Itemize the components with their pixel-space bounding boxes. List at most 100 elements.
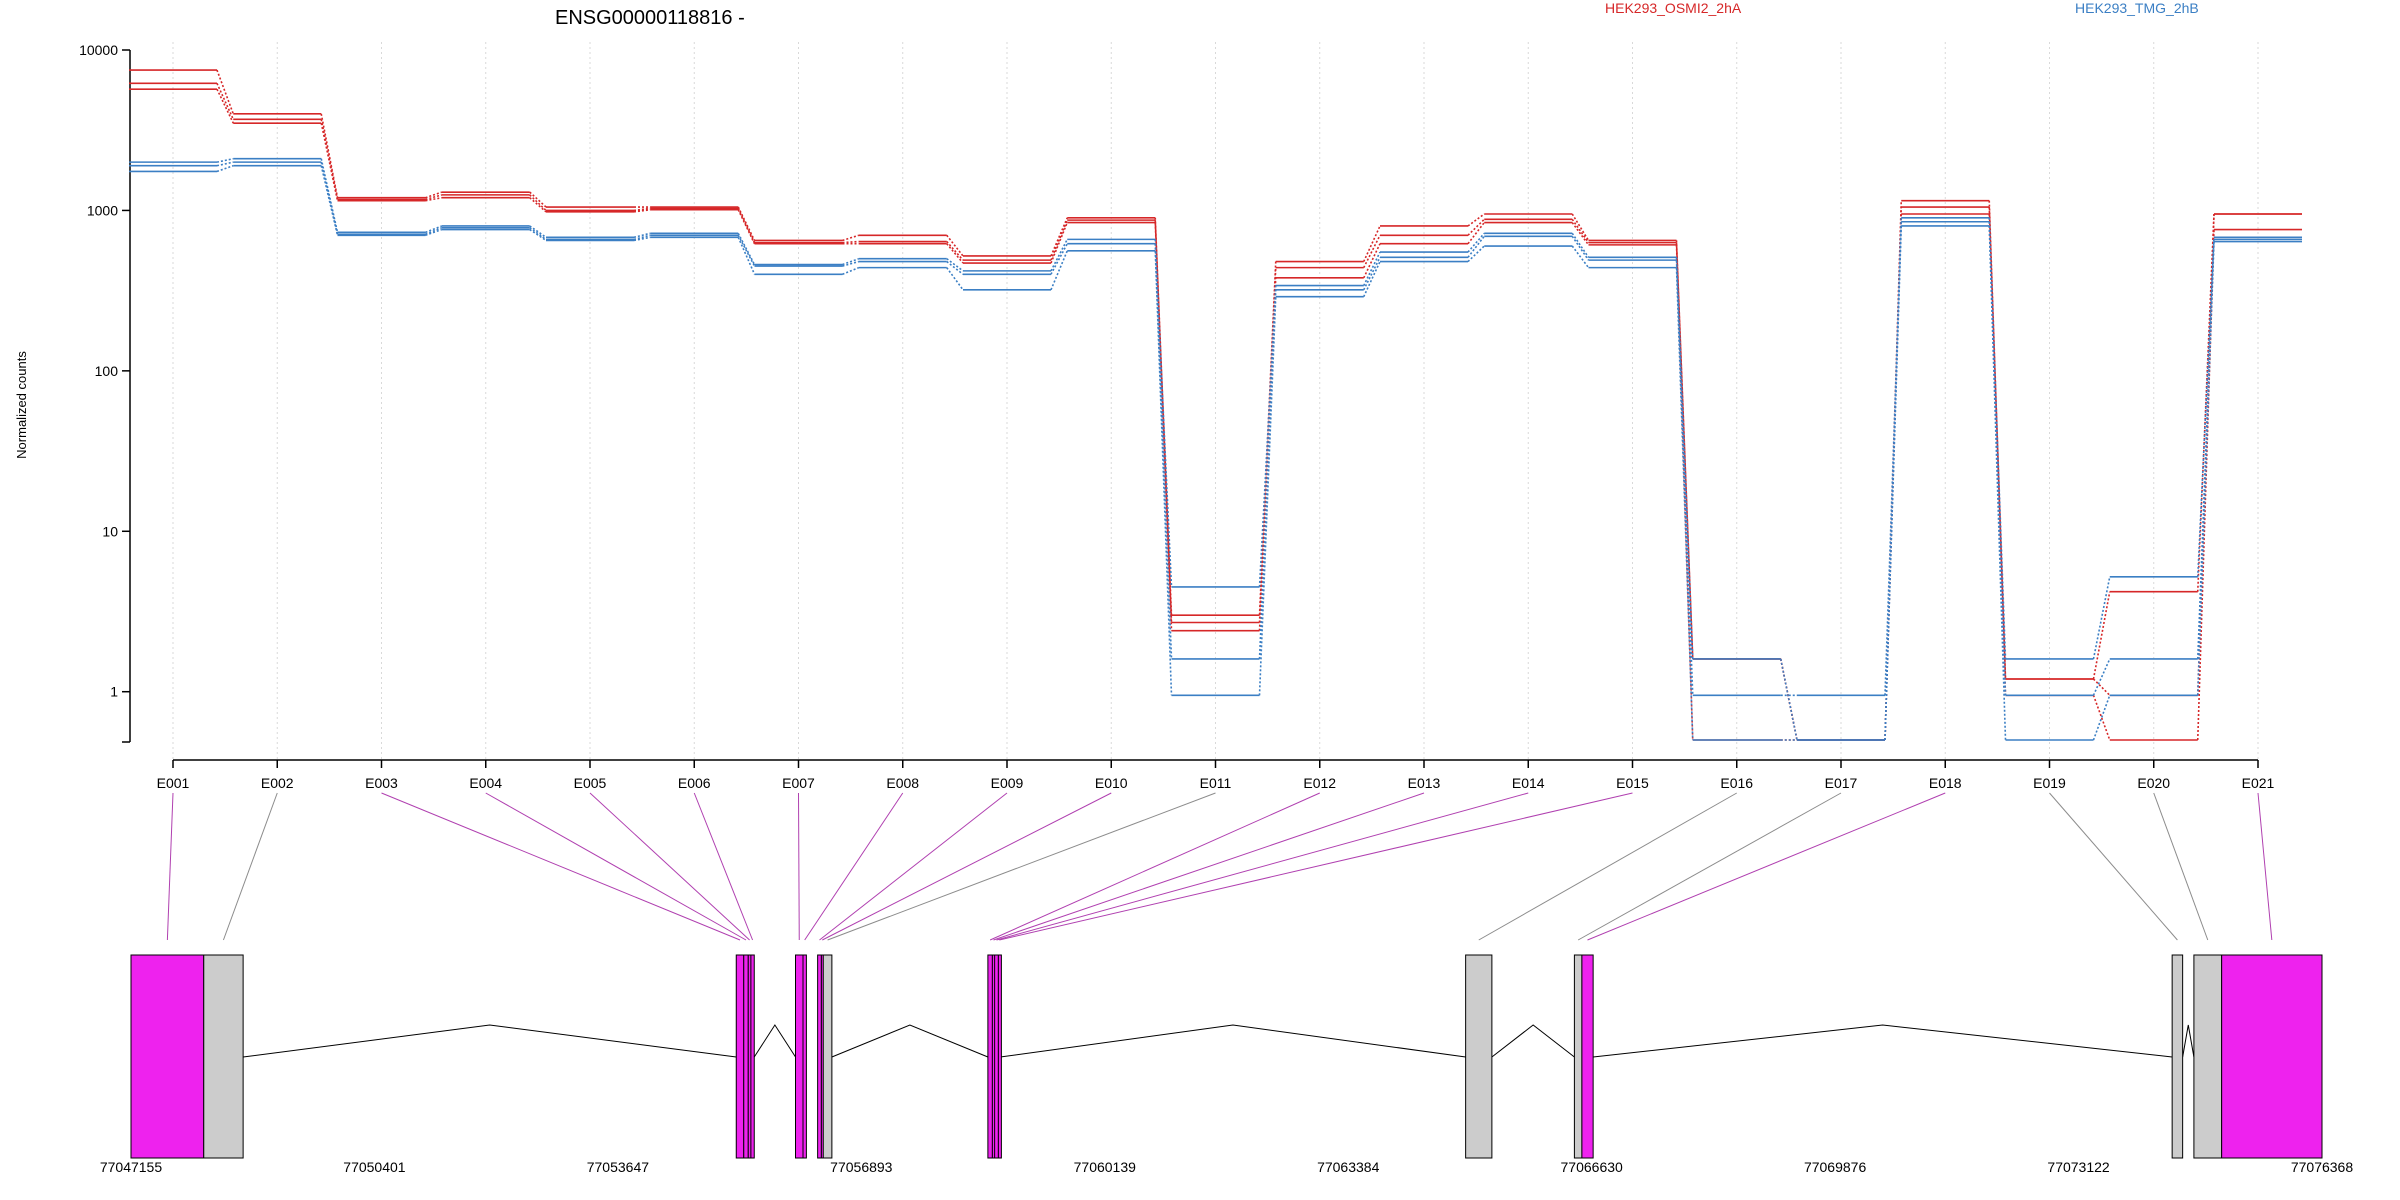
x-tick-label-e010: E010 xyxy=(1095,775,1128,791)
transition-segment xyxy=(1884,225,1903,741)
x-tick-label-e013: E013 xyxy=(1408,775,1441,791)
transition-segment xyxy=(633,207,651,212)
transition-segment xyxy=(529,194,547,212)
series-hek293_osmi2_2ha-0 xyxy=(129,69,2302,741)
x-tick-label-e015: E015 xyxy=(1616,775,1649,791)
connector-e012 xyxy=(989,792,1320,941)
connector-e002 xyxy=(222,792,278,941)
transition-segment xyxy=(216,88,234,124)
transition-segment xyxy=(1050,239,1068,272)
transition-segment xyxy=(946,234,964,257)
transition-segment xyxy=(1154,239,1173,587)
exon-e007 xyxy=(795,954,804,1159)
connector-e018 xyxy=(1587,792,1946,941)
transition-segment xyxy=(425,191,443,199)
transition-segment xyxy=(1675,244,1694,741)
transition-segment xyxy=(425,228,443,237)
coordinate-label: 77053647 xyxy=(587,1159,650,1175)
transition-segment xyxy=(529,227,547,241)
y-tick-label: 1 xyxy=(110,684,118,700)
exon-e015 xyxy=(997,954,1002,1159)
exon-e017 xyxy=(1573,954,1583,1159)
connector-e015 xyxy=(999,792,1633,941)
transition-segment xyxy=(1467,235,1485,258)
x-tick-label-e008: E008 xyxy=(886,775,919,791)
transition-segment xyxy=(529,191,547,208)
exon-e018 xyxy=(1581,954,1594,1159)
transition-segment xyxy=(1571,245,1590,269)
transition-segment xyxy=(2092,576,2111,660)
transition-segment xyxy=(1571,235,1590,261)
transition-segment xyxy=(1154,243,1173,659)
transition-segment xyxy=(1258,277,1277,631)
intron-line xyxy=(1000,1024,1466,1058)
coordinate-label: 77047155 xyxy=(100,1159,163,1175)
exon-e002 xyxy=(203,954,244,1159)
coordinate-label: 77056893 xyxy=(830,1159,893,1175)
coordinate-label: 77060139 xyxy=(1074,1159,1137,1175)
x-tick-label-e007: E007 xyxy=(782,775,815,791)
x-tick-label-e021: E021 xyxy=(2242,775,2275,791)
exon-e016 xyxy=(1465,954,1493,1159)
transition-segment xyxy=(946,243,964,264)
transition-segment xyxy=(1050,217,1068,257)
transition-segment xyxy=(216,82,234,120)
connector-e013 xyxy=(993,792,1425,941)
transition-segment xyxy=(1154,220,1173,623)
connector-e006 xyxy=(693,792,754,941)
transition-segment xyxy=(737,236,756,275)
connector-e003 xyxy=(381,792,741,941)
transition-segment xyxy=(1050,250,1068,291)
transition-segment xyxy=(216,69,235,115)
x-tick-label-e005: E005 xyxy=(574,775,607,791)
connector-e017 xyxy=(1577,792,1842,941)
transition-segment xyxy=(1675,257,1694,659)
transition-segment xyxy=(633,236,651,242)
transition-segment xyxy=(425,225,443,234)
transition-segment xyxy=(1675,267,1694,741)
transition-segment xyxy=(529,197,547,213)
x-tick-label-e020: E020 xyxy=(2137,775,2170,791)
connector-e010 xyxy=(822,792,1112,941)
transition-segment xyxy=(1779,658,1798,741)
x-tick-label-e001: E001 xyxy=(157,775,190,791)
transition-segment xyxy=(1050,243,1068,275)
transition-segment xyxy=(1571,218,1590,244)
transition-segment xyxy=(529,228,547,242)
transition-segment xyxy=(1050,222,1068,264)
x-tick-label-e006: E006 xyxy=(678,775,711,791)
transition-segment xyxy=(1571,213,1590,241)
transition-segment xyxy=(842,257,860,266)
transition-segment xyxy=(737,234,756,267)
transition-segment xyxy=(1571,222,1590,246)
coordinate-label: 77066630 xyxy=(1561,1159,1624,1175)
transition-segment xyxy=(946,260,964,275)
intron-line xyxy=(753,1024,796,1058)
connector-e004 xyxy=(485,792,747,941)
exon-e009 xyxy=(817,954,822,1159)
coordinate-label: 77069876 xyxy=(1804,1159,1867,1175)
intron-line xyxy=(1491,1024,1575,1058)
intron-line xyxy=(243,1024,737,1058)
transition-segment xyxy=(946,240,964,261)
y-tick-label: 100 xyxy=(95,363,119,379)
transition-segment xyxy=(633,234,651,241)
exon-e020 xyxy=(2193,954,2223,1159)
legend-label-osmi2: HEK293_OSMI2_2hA xyxy=(1605,0,1742,16)
transition-segment xyxy=(2196,213,2215,592)
exon-e001 xyxy=(130,954,205,1159)
gene-model: 77047155 77050401 77053647 77056893 77060139… xyxy=(100,954,2354,1175)
connector-e011 xyxy=(827,792,1216,941)
exon-e014 xyxy=(994,954,999,1159)
transition-segment xyxy=(2196,241,2215,696)
connector-e007 xyxy=(798,792,800,941)
transition-segment xyxy=(320,165,339,236)
transition-segment xyxy=(1467,213,1485,227)
intron-line xyxy=(831,1024,989,1058)
coordinate-label: 77076368 xyxy=(2291,1159,2354,1175)
y-tick-label: 10 xyxy=(102,523,118,539)
transition-segment xyxy=(425,196,442,202)
plot-area xyxy=(129,69,2302,741)
transition-segment xyxy=(1363,225,1381,262)
transition-segment xyxy=(842,266,860,276)
